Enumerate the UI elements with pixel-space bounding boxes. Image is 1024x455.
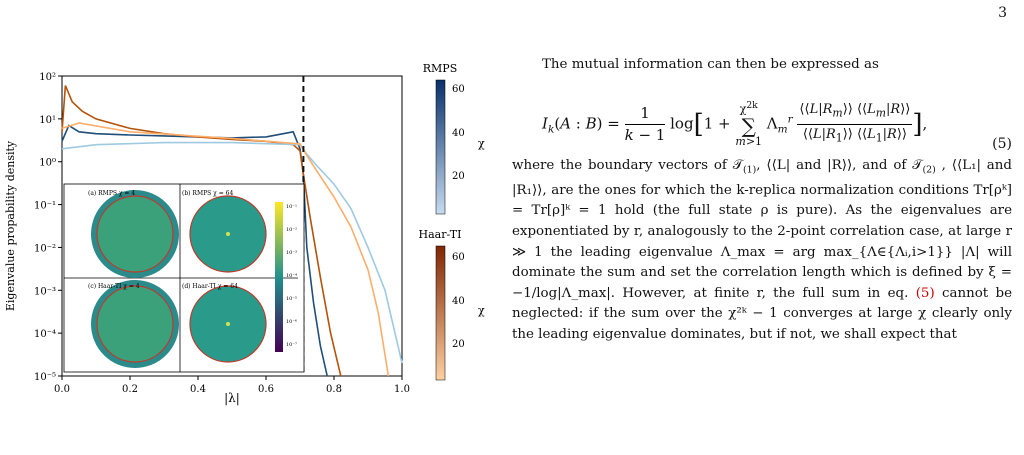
x-tick-label: 0.6 (258, 384, 274, 395)
inset-panel: (a) RMPS χ = 4 (b) RMPS χ = 64 (c) Haar-… (63, 183, 305, 373)
x-tick-label: 0.8 (326, 384, 342, 395)
rmps-tick: 40 (452, 128, 465, 139)
x-tick-label: 1.0 (394, 384, 410, 395)
inset-colorbar-tick: 10⁻¹ (286, 204, 297, 210)
inset-c: (c) Haar-TI χ = 4 (88, 280, 179, 368)
haar-tick: 20 (452, 339, 465, 350)
y-tick-label: 10⁰ (39, 158, 56, 169)
inset-colorbar (275, 202, 283, 352)
inset-colorbar-tick: 10⁻⁵ (286, 296, 297, 302)
inset-colorbar-tick: 10⁻⁷ (286, 342, 297, 348)
rmps-colorbar-title: RMPS (423, 62, 457, 75)
plot-frame (61, 75, 403, 377)
equation-mutual-information: Ik(A : B) = 1 k − 1 log[1 + χ2k ∑ m>1 Λmr … (522, 84, 1012, 154)
y-tick-label: 10⁻⁴ (34, 329, 56, 340)
x-tick-label: 0.0 (54, 384, 70, 395)
haar-colorbar-title: Haar-TI (419, 228, 462, 241)
inset-colorbar-tick: 10⁻² (286, 227, 297, 233)
paragraph-intro: The mutual information can then be expre… (542, 57, 879, 72)
y-tick-label: 10⁻¹ (34, 201, 56, 212)
x-axis-label: |λ| (224, 391, 240, 405)
rmps-colorbar: RMPS 60 40 20 χ (423, 62, 485, 215)
inset-label: (d) Haar-TI χ = 64 (182, 283, 238, 290)
haar-tick: 40 (452, 296, 465, 307)
equation-reference-link[interactable]: (5) (915, 285, 935, 301)
y-tick-label: 10⁻² (34, 243, 56, 254)
page-number: 3 (998, 5, 1007, 21)
plot-curves (61, 85, 403, 377)
haar-colorbar: Haar-TI 60 40 20 χ (419, 228, 485, 381)
text-column: The mutual information can then be expre… (512, 55, 1012, 346)
inset-label: (b) RMPS χ = 64 (182, 190, 233, 197)
y-tick-label: 10⁻³ (34, 286, 56, 297)
y-tick-label: 10¹ (39, 115, 56, 126)
series-line-rmps-chi4 (61, 141, 403, 364)
equation-number: (5) (992, 135, 1012, 152)
plot-axes: 0.0 0.2 0.4 0.6 0.8 1.010⁻⁵10⁻⁴10⁻³10⁻²10⁻¹10… (34, 72, 410, 395)
inset-a: (a) RMPS χ = 4 (88, 190, 179, 278)
y-tick-label: 10² (39, 72, 56, 83)
x-tick-label: 0.2 (122, 384, 138, 395)
eigenvalue-density-figure: 0.0 0.2 0.4 0.6 0.8 1.010⁻⁵10⁻⁴10⁻³10⁻²10⁻¹10… (4, 62, 485, 405)
series-line-haar-ti-chi4 (61, 122, 390, 377)
rmps-tick: 20 (452, 171, 465, 182)
inset-colorbar-tick: 10⁻³ (286, 250, 297, 256)
series-line-rmps-chi64 (61, 124, 328, 377)
haar-tick: 60 (452, 252, 465, 263)
series-line-haar-ti-chi64 (61, 85, 342, 377)
inset-d: (d) Haar-TI χ = 64 (182, 283, 267, 363)
inset-label: (c) Haar-TI χ = 4 (88, 283, 140, 290)
inset-b: (b) RMPS χ = 64 (182, 190, 267, 273)
inset-label: (a) RMPS χ = 4 (88, 190, 135, 197)
inset-colorbar-tick: 10⁻⁶ (286, 319, 297, 325)
haar-chi-label: χ (478, 304, 485, 317)
paragraph-body: where the boundary vectors of 𝒯(1), ⟨⟨L|… (512, 157, 1012, 343)
y-axis-label: Eigenvalue propability density (4, 140, 17, 311)
x-tick-label: 0.4 (190, 384, 206, 395)
inset-colorbar-ticks: 10⁻¹ 10⁻² 10⁻³ 10⁻⁴ 10⁻⁵ 10⁻⁶ 10⁻⁷ (286, 204, 297, 348)
inset-colorbar-tick: 10⁻⁴ (286, 273, 297, 279)
rmps-chi-label: χ (478, 137, 485, 150)
y-tick-label: 10⁻⁵ (34, 372, 56, 383)
rmps-tick: 60 (452, 84, 465, 95)
